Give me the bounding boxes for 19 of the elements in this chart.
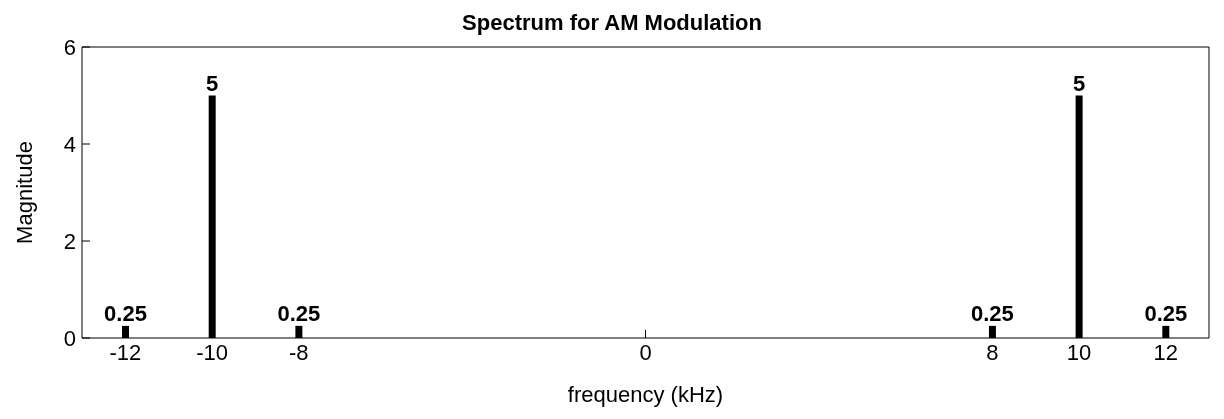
x-tick-label: -12 [109,339,142,365]
data-label: 0.25 [1144,300,1188,326]
x-tick-label: 12 [1153,339,1178,365]
data-label: 0.25 [277,300,321,326]
data-label: 0.25 [104,300,147,326]
x-tick-label: 10 [1066,339,1092,365]
x-tick-label: -10 [196,339,228,365]
x-axis-title: frequency (kHz) [567,382,724,407]
chart-title: Spectrum for AM Modulation [462,10,762,35]
y-tick-label: 2 [63,228,76,254]
x-tick-label: -8 [288,339,309,365]
data-label: 5 [206,70,219,96]
data-label: 0.25 [971,300,1014,326]
y-tick-label: 4 [63,131,76,157]
x-tick-label: 0 [639,339,652,365]
data-label: 5 [1072,70,1086,96]
y-tick-label: 6 [63,34,76,60]
x-tick-label: 8 [986,339,999,365]
y-axis-title: Magnitude [11,141,37,244]
